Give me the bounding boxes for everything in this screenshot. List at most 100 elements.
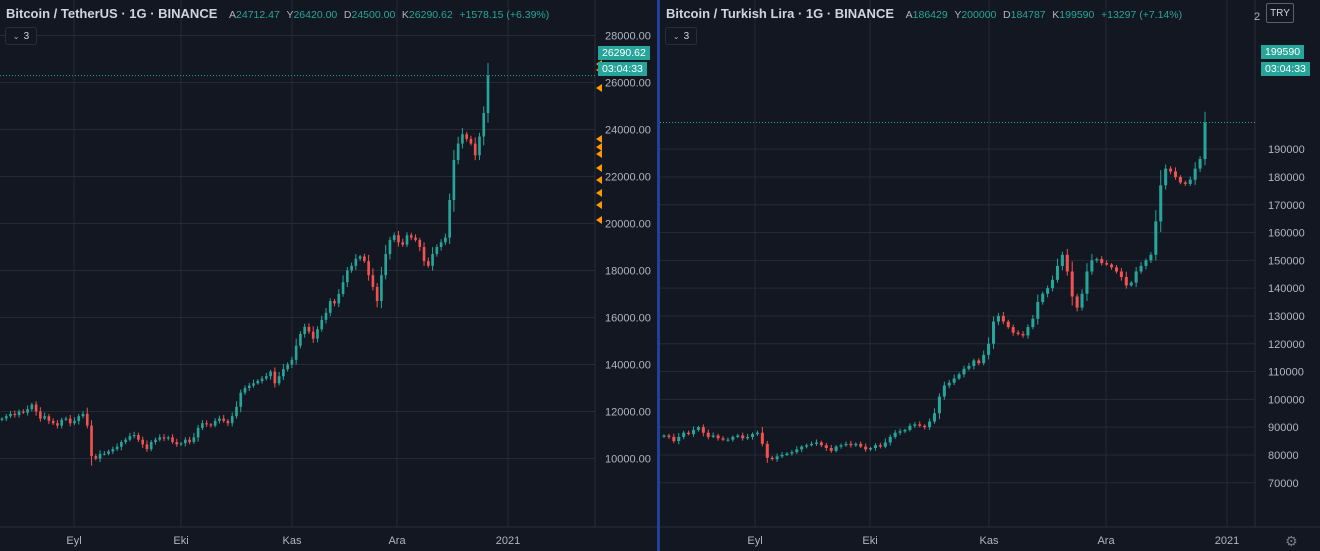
left-candle — [128, 436, 132, 440]
right-price-tick-label: 190000 — [1268, 144, 1305, 156]
right-candle — [775, 456, 779, 460]
left-candle — [115, 446, 119, 450]
right-candle — [1080, 293, 1084, 308]
left-legend-collapse-button[interactable]: ⌄ 3 — [5, 27, 37, 45]
right-scale-label: 2 — [1254, 11, 1261, 23]
right-candle — [1011, 327, 1015, 333]
left-candle — [64, 418, 68, 420]
left-candle — [132, 435, 136, 437]
left-price-tick-label: 26000.00 — [605, 78, 651, 90]
right-candle — [706, 432, 710, 437]
left-candle — [277, 376, 281, 384]
left-candle — [384, 254, 388, 276]
left-candle — [73, 420, 76, 424]
trade-marker-icon — [596, 176, 602, 184]
left-candle — [303, 326, 307, 334]
left-candle — [137, 435, 140, 440]
trade-marker-icon — [596, 150, 602, 158]
right-open-key: A — [905, 9, 913, 21]
left-candle — [290, 359, 294, 365]
right-change-value: +13297 (+7.14%) — [1100, 9, 1183, 21]
left-candle — [414, 237, 417, 240]
right-close-key: K — [1052, 9, 1060, 21]
left-candle — [345, 270, 349, 283]
trade-marker-icon — [596, 216, 602, 224]
right-candle — [942, 385, 946, 397]
left-candle — [482, 113, 486, 137]
right-price-tick-label: 140000 — [1268, 283, 1305, 295]
left-chart-pane[interactable]: 28000.00 26000.00 24000.00 22000.00 20000.00… — [0, 0, 657, 551]
right-price-tick-label: 110000 — [1268, 367, 1304, 379]
right-price-tick-label: 120000 — [1268, 339, 1305, 351]
left-candle — [478, 136, 481, 156]
right-candle — [1164, 168, 1168, 186]
right-candle — [687, 432, 691, 435]
right-candle — [903, 429, 907, 432]
right-candle — [682, 432, 686, 437]
right-candle — [810, 443, 814, 446]
right-candle — [1070, 271, 1074, 297]
right-price-tick-label: 80000 — [1268, 450, 1299, 462]
left-candle — [367, 261, 370, 276]
right-candle — [805, 445, 809, 447]
right-candle — [667, 435, 671, 437]
left-candle — [354, 258, 358, 266]
left-candle — [205, 423, 208, 425]
left-candle — [120, 442, 123, 447]
left-candle — [51, 420, 55, 424]
right-candle — [864, 446, 868, 450]
right-candle — [1169, 168, 1173, 172]
right-chart-legend: Bitcoin / Turkish Lira · 1G · BINANCE A1… — [666, 6, 1182, 23]
right-candle — [893, 432, 897, 437]
trade-marker-icon — [596, 201, 602, 209]
left-candle — [286, 364, 289, 370]
left-candle — [179, 443, 183, 445]
left-candle — [473, 143, 477, 156]
left-candle — [469, 138, 473, 144]
right-candle — [1051, 279, 1055, 289]
trade-marker-icon — [596, 135, 602, 143]
left-time-tick-label: Eki — [173, 535, 188, 547]
left-candle — [192, 437, 196, 443]
trade-marker-icon — [596, 84, 602, 92]
right-high-key: Y — [954, 9, 962, 21]
left-candle — [337, 294, 341, 304]
left-candle — [452, 160, 456, 200]
right-chart-canvas[interactable]: 190000 180000 170000 160000 150000 140000 1300… — [660, 0, 1320, 551]
right-high-value: 200000 — [961, 9, 997, 21]
left-price-tick-label: 16000.00 — [605, 313, 651, 325]
right-price-tick-label: 100000 — [1268, 394, 1305, 406]
left-candle — [98, 453, 102, 459]
left-candle — [43, 416, 46, 419]
right-price-tick-label: 180000 — [1268, 172, 1305, 184]
left-candle — [162, 437, 166, 439]
right-candle — [1178, 176, 1182, 183]
left-candle — [294, 345, 298, 360]
right-chart-pane[interactable]: 190000 180000 170000 160000 150000 140000 1300… — [660, 0, 1320, 551]
left-chart-canvas[interactable]: 28000.00 26000.00 24000.00 22000.00 20000.00… — [0, 0, 657, 551]
left-change-value: +1578.15 (+6.39%) — [459, 9, 550, 21]
currency-button[interactable]: TRY — [1266, 3, 1294, 23]
right-collapse-count: 3 — [683, 30, 690, 42]
left-candle — [60, 419, 64, 426]
right-candle — [859, 443, 863, 447]
right-last-price-tag: 199590 — [1261, 45, 1305, 59]
right-legend-collapse-button[interactable]: ⌄ 3 — [665, 27, 697, 45]
left-candle — [183, 439, 187, 444]
right-candle — [711, 435, 715, 437]
right-candle — [662, 435, 666, 437]
left-candle — [350, 265, 353, 271]
right-candle — [1055, 265, 1059, 280]
right-candle — [780, 454, 784, 457]
right-candle — [1154, 221, 1158, 255]
left-candle — [363, 256, 366, 262]
pane-divider[interactable] — [657, 0, 660, 551]
left-open-key: A — [229, 9, 237, 21]
right-candle — [1090, 260, 1094, 272]
left-time-tick-label: 2021 — [496, 535, 520, 547]
settings-gear-icon[interactable]: ⚙ — [1285, 533, 1298, 549]
right-candle — [1188, 179, 1192, 184]
right-price-tick-label: 170000 — [1268, 200, 1305, 212]
left-price-tick-label: 12000.00 — [605, 407, 651, 419]
right-candle — [770, 457, 774, 460]
